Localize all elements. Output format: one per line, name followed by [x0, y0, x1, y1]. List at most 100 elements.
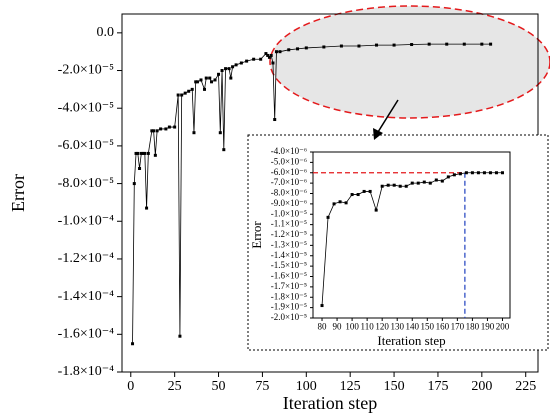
x-tick-label: 150 [384, 379, 405, 394]
x-tick-label: 110 [361, 321, 375, 331]
data-point [264, 52, 268, 56]
data-point [271, 61, 275, 65]
highlight-ellipse [269, 5, 550, 119]
data-point [159, 127, 163, 131]
data-point [482, 171, 486, 175]
data-point [375, 43, 379, 47]
x-tick-label: 200 [471, 379, 492, 394]
y-tick-label: -1.5×10⁻⁵ [271, 260, 307, 270]
data-point [462, 42, 466, 46]
data-point [195, 80, 199, 84]
x-tick-label: 180 [466, 321, 480, 331]
data-point [458, 172, 462, 176]
data-point [152, 129, 156, 133]
data-point [278, 50, 282, 54]
data-point [202, 87, 206, 91]
data-point [374, 208, 378, 212]
data-point [176, 93, 180, 97]
data-point [332, 202, 336, 206]
data-point [224, 67, 228, 71]
data-point [476, 171, 480, 175]
x-tick-label: 120 [375, 321, 389, 331]
y-tick-label: -1.0×10⁻⁴ [58, 213, 114, 228]
y-tick-label: -1.7×10⁻⁵ [271, 281, 307, 291]
data-point [392, 183, 396, 187]
x-tick-label: 160 [436, 321, 450, 331]
x-tick-label: 100 [296, 379, 317, 394]
data-point [139, 151, 143, 155]
data-point [445, 42, 449, 46]
y-tick-label: -1.9×10⁻⁵ [271, 302, 307, 312]
data-point [410, 181, 414, 185]
data-point [178, 334, 182, 338]
data-point [494, 171, 498, 175]
x-tick-label: 130 [390, 321, 404, 331]
x-tick-label: 175 [427, 379, 448, 394]
x-tick-label: 75 [255, 379, 269, 394]
data-point [194, 80, 198, 84]
arrow-head [373, 128, 383, 140]
data-point [210, 80, 214, 84]
data-point [208, 76, 212, 80]
x-tick-label: 100 [345, 321, 359, 331]
x-tick-label: 125 [340, 379, 361, 394]
data-point [440, 179, 444, 183]
x-tick-label: 170 [451, 321, 465, 331]
data-point [320, 304, 324, 308]
data-point [464, 171, 468, 175]
y-tick-label: -1.6×10⁻⁴ [58, 327, 114, 342]
data-point [362, 189, 366, 193]
data-point [410, 43, 414, 47]
y-tick-label: -7.0×10⁻⁶ [271, 177, 307, 187]
data-point [489, 42, 493, 46]
data-point [422, 180, 426, 184]
data-point [386, 183, 390, 187]
data-point [146, 151, 150, 155]
y-tick-label: -1.3×10⁻⁵ [271, 239, 307, 249]
y-tick-label: -5.0×10⁻⁶ [271, 156, 307, 166]
data-point [227, 67, 231, 71]
data-point [222, 148, 226, 152]
data-point [416, 181, 420, 185]
y-tick-label: -1.8×10⁻⁵ [271, 291, 307, 301]
y-tick-label: -1.2×10⁻⁵ [271, 229, 307, 239]
x-tick-label: 90 [333, 321, 343, 331]
data-point [398, 184, 402, 188]
data-point [213, 78, 217, 82]
data-point [252, 57, 256, 61]
inset-chart: -4.0×10⁻⁶-5.0×10⁻⁶-6.0×10⁻⁶-7.0×10⁻⁶-8.0… [249, 146, 511, 348]
data-point [239, 61, 243, 65]
data-point [428, 181, 432, 185]
data-point [304, 46, 308, 50]
data-point [322, 45, 326, 49]
data-point [273, 118, 277, 122]
x-tick-label: 80 [318, 321, 328, 331]
y-tick-label: -1.6×10⁻⁵ [271, 271, 307, 281]
y-tick-label: -1.1×10⁻⁵ [271, 219, 307, 229]
data-point [245, 59, 249, 63]
data-point [229, 76, 233, 80]
data-point [150, 129, 154, 133]
y-tick-label: -2.0×10⁻⁵ [271, 312, 307, 322]
data-point [132, 182, 136, 186]
data-point [480, 42, 484, 46]
data-point [145, 206, 149, 210]
data-point [380, 184, 384, 188]
y-tick-label: -8.0×10⁻⁶ [271, 188, 307, 198]
x-tick-label: 0 [127, 379, 134, 394]
y-tick-label: -1.2×10⁻⁴ [58, 251, 114, 266]
y-tick-label: -6.0×10⁻⁵ [58, 138, 114, 153]
data-point [404, 184, 408, 188]
data-point [259, 57, 263, 61]
y-axis-label: Error [8, 174, 28, 212]
data-point [434, 178, 438, 182]
x-axis-label: Iteration step [283, 393, 377, 413]
x-axis-label: Iteration step [377, 333, 445, 348]
y-tick-label: -8.0×10⁻⁵ [58, 176, 114, 191]
data-point [344, 201, 348, 205]
x-tick-label: 50 [212, 379, 226, 394]
data-point [131, 342, 135, 346]
data-point [192, 131, 196, 135]
data-point [326, 215, 330, 219]
data-point [338, 200, 342, 204]
